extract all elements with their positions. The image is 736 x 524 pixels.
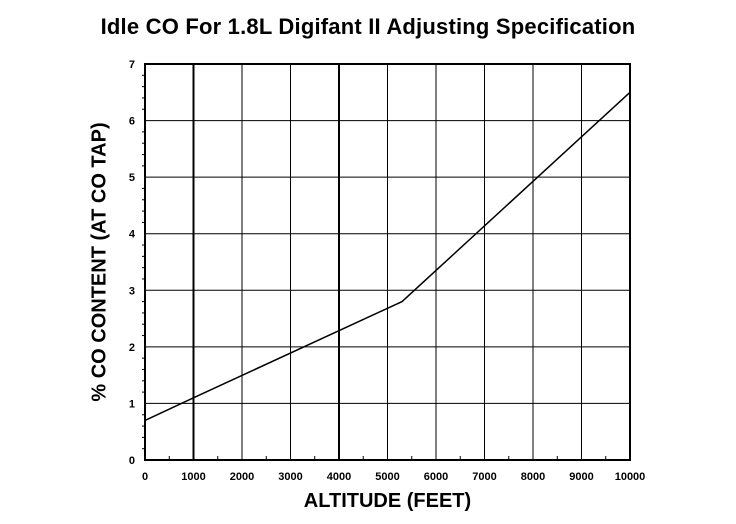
- x-tick-label: 0: [142, 471, 148, 483]
- y-tick-label: 2: [129, 342, 135, 354]
- y-tick-label: 7: [129, 59, 135, 71]
- x-tick-label: 6000: [424, 471, 448, 483]
- chart-title: Idle CO For 1.8L Digifant II Adjusting S…: [100, 14, 636, 39]
- y-tick-label: 4: [129, 229, 136, 241]
- x-tick-label: 9000: [569, 471, 593, 483]
- plot-frame: [144, 63, 631, 461]
- y-tick-label: 0: [129, 455, 135, 467]
- x-tick-label: 8000: [521, 471, 545, 483]
- y-tick-label: 3: [129, 285, 135, 297]
- x-tick-label: 7000: [472, 471, 496, 483]
- series-line: [144, 91, 631, 422]
- x-tick-label: 3000: [278, 471, 302, 483]
- x-tick-label: 10000: [615, 471, 646, 483]
- x-tick-label: 2000: [230, 471, 254, 483]
- x-axis-label: ALTITUDE (FEET): [303, 490, 472, 512]
- x-tick-label: 5000: [375, 471, 399, 483]
- y-tick-label: 6: [129, 116, 135, 128]
- x-tick-label: 4000: [327, 471, 351, 483]
- y-tick-label: 1: [129, 398, 135, 410]
- y-tick-label: 5: [129, 172, 135, 184]
- x-tick-label: 1000: [181, 471, 205, 483]
